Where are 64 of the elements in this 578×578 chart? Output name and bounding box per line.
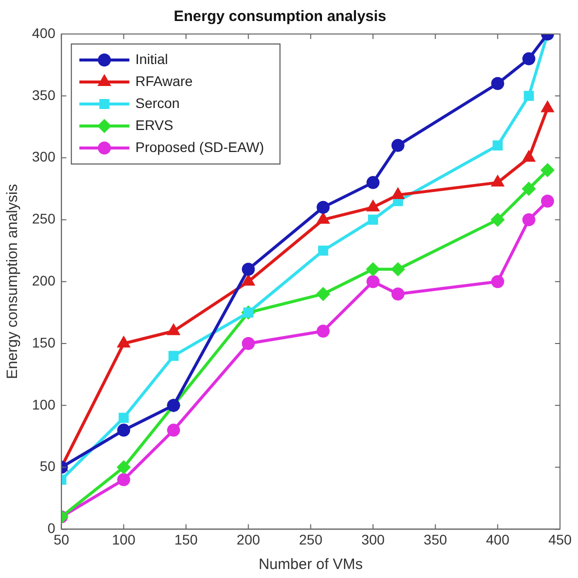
point — [491, 213, 504, 226]
chart-title: Energy consumption analysis — [174, 8, 386, 26]
point — [242, 275, 254, 286]
point — [117, 424, 130, 437]
y-tick-label: 150 — [32, 334, 56, 350]
point — [168, 324, 180, 336]
point — [524, 90, 534, 101]
x-tick-label: 400 — [486, 531, 510, 548]
x-axis-title: Number of VMs — [258, 556, 363, 574]
x-tick-label: 450 — [548, 531, 572, 548]
x-tick-label: 250 — [299, 531, 323, 548]
point — [492, 176, 504, 187]
x-tick-label: 150 — [174, 531, 198, 548]
point — [242, 337, 255, 350]
x-tick-label: 100 — [112, 531, 136, 548]
point — [316, 324, 330, 338]
y-tick-label: 350 — [32, 86, 56, 103]
point — [391, 138, 404, 152]
y-tick-label: 300 — [32, 148, 56, 165]
point — [366, 176, 380, 190]
point — [316, 287, 330, 300]
point — [392, 188, 404, 199]
y-tick-label: 50 — [40, 458, 56, 474]
legend-label: ERVS — [135, 116, 174, 133]
legend-label: Sercon — [135, 94, 180, 111]
point — [242, 262, 255, 276]
point — [522, 52, 536, 66]
point — [541, 194, 554, 208]
point — [168, 350, 179, 361]
legend-label: Proposed (SD-EAW) — [135, 138, 264, 155]
point — [491, 77, 504, 90]
point — [366, 262, 380, 276]
point — [491, 275, 504, 288]
y-tick-label: 100 — [32, 396, 56, 412]
point — [167, 424, 180, 437]
point — [117, 460, 130, 474]
point — [522, 213, 536, 226]
point — [118, 337, 130, 348]
y-tick-label: 0 — [48, 520, 56, 536]
y-tick-label: 400 — [32, 24, 56, 41]
x-tick-label: 350 — [424, 531, 448, 548]
legend-label: Initial — [135, 50, 168, 67]
point — [316, 200, 330, 214]
point — [391, 262, 404, 276]
y-axis-title: Energy consumption analysis — [4, 184, 22, 380]
point — [318, 246, 328, 256]
x-tick-label: 50 — [54, 531, 70, 548]
legend-label: RFAware — [135, 72, 193, 89]
y-tick-label: 250 — [32, 210, 56, 227]
point — [541, 164, 554, 177]
point — [391, 287, 404, 300]
point — [366, 275, 380, 288]
point — [523, 151, 535, 162]
point — [317, 213, 329, 224]
point — [367, 200, 379, 212]
x-tick-label: 200 — [236, 531, 260, 548]
point — [118, 412, 129, 423]
point — [368, 214, 378, 225]
point — [542, 102, 554, 112]
x-tick-label: 300 — [361, 531, 385, 548]
y-tick-label: 200 — [32, 272, 56, 288]
point — [522, 182, 536, 196]
point — [492, 140, 503, 150]
point — [117, 473, 130, 486]
